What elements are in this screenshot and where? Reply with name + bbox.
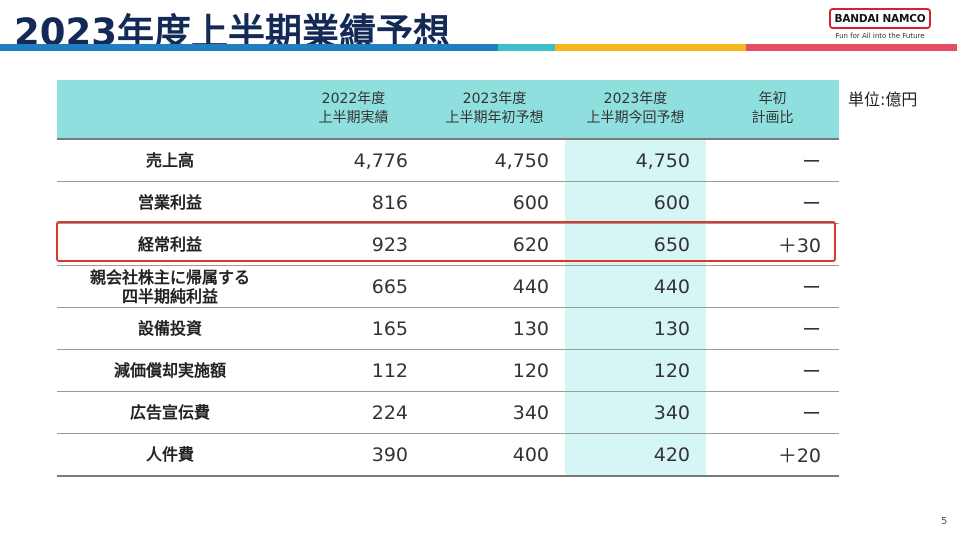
page-number: 5 — [941, 516, 948, 527]
logo-tagline: Fun for All into the Future — [835, 32, 925, 40]
row-label-text: 人件費 — [145, 445, 194, 464]
table-row: 人件費 390 400 420 ＋20 — [57, 434, 839, 477]
table-header-row: 2022年度 上半期実績 2023年度 上半期年初予想 2023年度 上半期今回… — [57, 80, 839, 140]
title-underline-bar — [0, 44, 957, 51]
cell-2023-current: 130 — [565, 308, 706, 349]
header-line: 計画比 — [751, 110, 794, 126]
header-line: 2023年度 — [603, 91, 668, 107]
cell-vs-plan: ー — [801, 193, 821, 215]
header-line: 2022年度 — [321, 91, 386, 107]
header-line: 上半期実績 — [318, 110, 389, 126]
cell-2022-actual: 224 — [371, 401, 408, 424]
cell-2023-current: 420 — [565, 434, 706, 475]
row-label: 人件費 — [57, 434, 283, 475]
cell-2023-initial: 400 — [512, 443, 549, 466]
row-label-text: 減価償却実施額 — [113, 361, 226, 380]
table-row: 経常利益 923 620 650 ＋30 — [57, 224, 839, 266]
row-label: 設備投資 — [57, 308, 283, 349]
row-label: 売上高 — [57, 140, 283, 181]
header-line: 上半期年初予想 — [445, 110, 544, 126]
cell-2022-actual: 390 — [371, 443, 408, 466]
cell-2022-actual: 4,776 — [353, 149, 408, 172]
cell-2023-current: 600 — [565, 182, 706, 223]
row-label: 減価償却実施額 — [57, 350, 283, 391]
logo-wordmark: BANDAI NAMCO — [829, 8, 931, 29]
cell-2023-initial: 120 — [512, 359, 549, 382]
table-row: 営業利益 816 600 600 ー — [57, 182, 839, 224]
cell-2022-actual: 112 — [371, 359, 408, 382]
bandai-namco-logo: BANDAI NAMCO Fun for All into the Future — [829, 8, 931, 40]
row-label-text: 営業利益 — [137, 193, 202, 212]
header-cell-vs-plan: 年初 計画比 — [706, 80, 839, 138]
cell-vs-plan: ー — [801, 319, 821, 341]
cell-vs-plan: ＋30 — [777, 235, 821, 257]
forecast-table: 2022年度 上半期実績 2023年度 上半期年初予想 2023年度 上半期今回… — [57, 80, 839, 477]
row-label: 営業利益 — [57, 182, 283, 223]
cell-vs-plan: ＋20 — [777, 445, 821, 467]
cell-2023-initial: 440 — [512, 275, 549, 298]
cell-2022-actual: 816 — [371, 191, 408, 214]
table-row: 売上高 4,776 4,750 4,750 ー — [57, 140, 839, 182]
row-label-text: 親会社株主に帰属する — [89, 267, 250, 287]
row-label-text: 経常利益 — [137, 235, 202, 254]
cell-2023-initial: 620 — [512, 233, 549, 256]
cell-2023-initial: 4,750 — [494, 149, 549, 172]
header-cell-2023-current: 2023年度 上半期今回予想 — [565, 80, 706, 138]
cell-2022-actual: 665 — [371, 275, 408, 298]
header-line: 2023年度 — [462, 91, 527, 107]
cell-2023-initial: 130 — [512, 317, 549, 340]
table-row: 設備投資 165 130 130 ー — [57, 308, 839, 350]
cell-vs-plan: ー — [801, 403, 821, 425]
cell-2023-current: 120 — [565, 350, 706, 391]
cell-2022-actual: 165 — [371, 317, 408, 340]
row-label-text: 設備投資 — [137, 319, 202, 338]
header-cell-2023-initial: 2023年度 上半期年初予想 — [424, 80, 565, 138]
cell-vs-plan: ー — [801, 361, 821, 383]
cell-2023-current: 650 — [565, 224, 706, 265]
table-row: 親会社株主に帰属する 四半期純利益 665 440 440 ー — [57, 266, 839, 308]
header-cell-item — [57, 80, 283, 138]
cell-2023-current: 440 — [565, 266, 706, 307]
row-label-text: 売上高 — [145, 151, 194, 170]
cell-2023-initial: 340 — [512, 401, 549, 424]
cell-2023-current: 340 — [565, 392, 706, 433]
table-row: 減価償却実施額 112 120 120 ー — [57, 350, 839, 392]
cell-2023-current: 4,750 — [565, 140, 706, 181]
row-label: 広告宣伝費 — [57, 392, 283, 433]
unit-label: 単位:億円 — [848, 90, 918, 109]
header-cell-2022-actual: 2022年度 上半期実績 — [283, 80, 424, 138]
cell-vs-plan: ー — [801, 277, 821, 299]
table-row: 広告宣伝費 224 340 340 ー — [57, 392, 839, 434]
row-label: 親会社株主に帰属する 四半期純利益 — [57, 266, 283, 307]
cell-2023-initial: 600 — [512, 191, 549, 214]
row-label-text: 広告宣伝費 — [129, 403, 210, 422]
header-line: 上半期今回予想 — [586, 110, 685, 126]
row-label: 経常利益 — [57, 224, 283, 265]
header-line: 年初 — [758, 91, 787, 107]
cell-2022-actual: 923 — [371, 233, 408, 256]
row-label-text-line2: 四半期純利益 — [121, 286, 218, 306]
cell-vs-plan: ー — [801, 151, 821, 173]
